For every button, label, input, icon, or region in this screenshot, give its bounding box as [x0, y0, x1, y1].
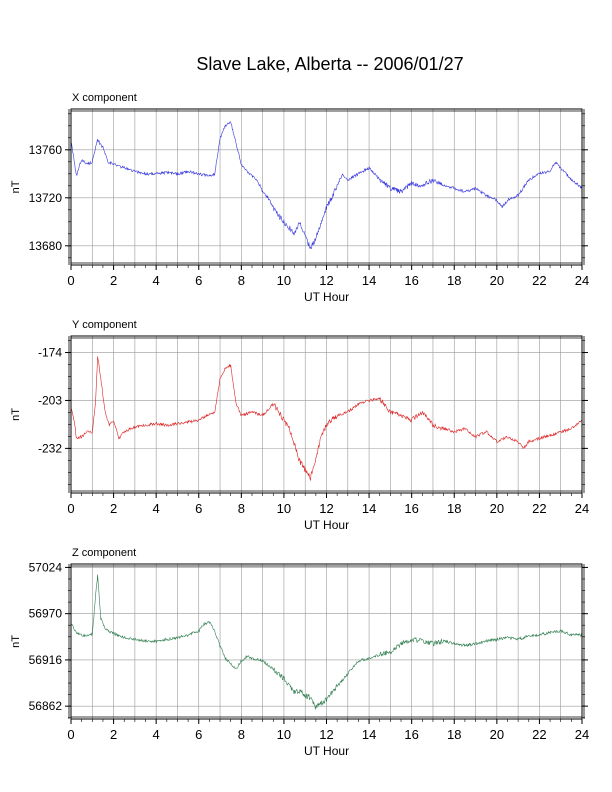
- x-tick-label: 16: [404, 273, 418, 288]
- y-axis-label: nT: [10, 408, 22, 421]
- x-tick-label: 0: [67, 273, 74, 288]
- x-tick-label: 22: [532, 727, 546, 742]
- y-tick-label: 13760: [29, 143, 63, 157]
- x-tick-label: 12: [319, 501, 333, 516]
- x-tick-label: 12: [319, 727, 333, 742]
- panel-title: X component: [72, 92, 137, 104]
- x-tick-label: 14: [362, 727, 376, 742]
- x-tick-label: 10: [277, 501, 291, 516]
- x-tick-label: 14: [362, 501, 376, 516]
- x-tick-label: 12: [319, 273, 333, 288]
- y-tick-label: 57024: [29, 560, 63, 574]
- y-tick-label: 56970: [29, 607, 63, 621]
- x-tick-label: 2: [110, 727, 117, 742]
- page-title: Slave Lake, Alberta -- 2006/01/27: [196, 54, 464, 74]
- x-tick-label: 8: [238, 727, 245, 742]
- x-tick-label: 18: [447, 273, 461, 288]
- y-tick-label: 13680: [29, 239, 63, 253]
- x-tick-label: 6: [195, 727, 202, 742]
- x-tick-label: 4: [153, 273, 160, 288]
- y-tick-label: -174: [38, 346, 62, 360]
- y-tick-label: -203: [38, 393, 62, 407]
- y-tick-label: 56862: [29, 699, 63, 713]
- x-axis-label: UT Hour: [304, 518, 349, 532]
- x-tick-label: 0: [67, 501, 74, 516]
- x-tick-label: 0: [67, 727, 74, 742]
- panel-title: Y component: [72, 319, 137, 331]
- x-tick-label: 8: [238, 501, 245, 516]
- panel-title: Z component: [72, 547, 136, 559]
- x-tick-label: 16: [404, 727, 418, 742]
- x-tick-label: 4: [153, 501, 160, 516]
- x-tick-label: 18: [447, 727, 461, 742]
- x-tick-label: 6: [195, 501, 202, 516]
- x-axis-label: UT Hour: [304, 744, 349, 758]
- x-tick-label: 24: [575, 273, 589, 288]
- data-line: [70, 121, 583, 249]
- x-tick-label: 2: [110, 501, 117, 516]
- y-axis-label: nT: [10, 180, 22, 193]
- x-tick-label: 20: [490, 501, 504, 516]
- x-axis-label: UT Hour: [304, 290, 349, 304]
- x-tick-label: 24: [575, 501, 589, 516]
- x-tick-label: 22: [532, 501, 546, 516]
- data-line: [70, 356, 582, 481]
- x-tick-label: 16: [404, 501, 418, 516]
- x-tick-label: 22: [532, 273, 546, 288]
- y-axis-label: nT: [10, 635, 22, 648]
- x-tick-label: 20: [490, 273, 504, 288]
- x-tick-label: 14: [362, 273, 376, 288]
- x-tick-label: 20: [490, 727, 504, 742]
- x-tick-label: 8: [238, 273, 245, 288]
- x-tick-label: 4: [153, 727, 160, 742]
- x-tick-label: 24: [575, 727, 589, 742]
- y-tick-label: 13720: [29, 191, 63, 205]
- data-line: [70, 574, 583, 710]
- x-tick-label: 2: [110, 273, 117, 288]
- x-tick-label: 6: [195, 273, 202, 288]
- x-tick-label: 10: [277, 273, 291, 288]
- x-tick-label: 18: [447, 501, 461, 516]
- x-tick-label: 10: [277, 727, 291, 742]
- y-tick-label: -232: [38, 441, 62, 455]
- y-tick-label: 56916: [29, 653, 63, 667]
